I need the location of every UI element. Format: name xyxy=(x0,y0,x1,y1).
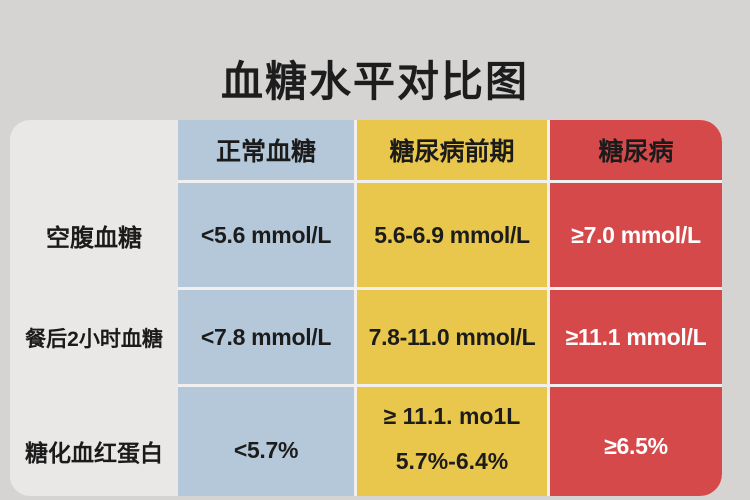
cell-fasting-normal: <5.6 mmol/L xyxy=(178,183,354,287)
column-header-prediabetes: 糖尿病前期 xyxy=(357,120,547,180)
cell-fasting-prediabetes: 5.6-6.9 mmol/L xyxy=(357,183,547,287)
comparison-table: 正常血糖 糖尿病前期 糖尿病 <5.6 mmol/L 5.6-6.9 mmol/… xyxy=(178,120,722,496)
page-title: 血糖水平对比图 xyxy=(220,58,529,105)
row-label-fasting: 空腹血糖 xyxy=(46,225,142,252)
cell-fasting-diabetes: ≥7.0 mmol/L xyxy=(550,183,722,287)
cell-hba1c-diabetes: ≥6.5% xyxy=(550,387,722,496)
cell-postprandial-prediabetes: 7.8-11.0 mmol/L xyxy=(357,290,547,384)
corner-spacer xyxy=(10,120,178,182)
column-header-diabetes: 糖尿病 xyxy=(550,120,722,180)
cell-hba1c-prediabetes-line1: ≥ 11.1. mo1L xyxy=(383,403,521,429)
cell-hba1c-normal: <5.7% xyxy=(178,387,354,496)
cell-hba1c-prediabetes: ≥ 11.1. mo1L 5.7%-6.4% xyxy=(357,387,547,496)
cell-postprandial-diabetes: ≥11.1 mmol/L xyxy=(550,290,722,384)
row-label-hba1c: 糖化血红蛋白 xyxy=(25,440,163,466)
row-label-postprandial: 餐后2小时血糖 xyxy=(25,327,163,351)
column-header-normal: 正常血糖 xyxy=(178,120,354,180)
row-label-column: 空腹血糖 餐后2小时血糖 糖化血红蛋白 xyxy=(10,120,178,496)
cell-hba1c-prediabetes-line2: 5.7%-6.4% xyxy=(395,448,509,474)
cell-postprandial-normal: <7.8 mmol/L xyxy=(178,290,354,384)
